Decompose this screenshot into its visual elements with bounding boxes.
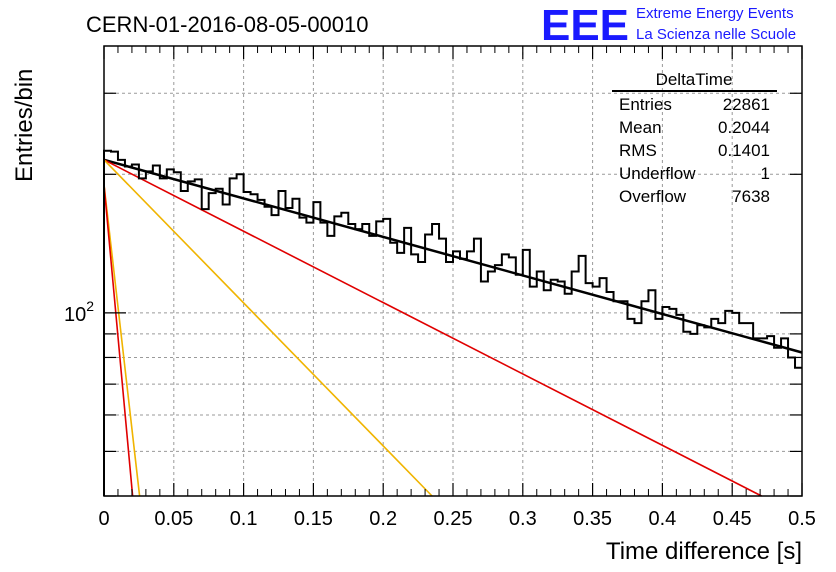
fit-curve-4 [103,184,134,497]
chart-title: CERN-01-2016-08-05-00010 [86,12,369,37]
x-tick-label: 0.25 [434,508,473,530]
x-tick-label: 0.45 [713,508,752,530]
x-tick-label: 0.4 [648,508,676,530]
eee-logo-mark: EEE [541,1,629,50]
x-tick-label: 0.05 [154,508,193,530]
fit-curve-2 [103,159,433,497]
eee-logo-line1: Extreme Energy Events [636,5,794,22]
stats-value-overflow: 7638 [732,187,770,206]
stats-box: DeltaTime Entries 22861 Mean 0.2044 RMS … [612,70,777,206]
stats-label-overflow: Overflow [619,187,687,206]
stats-label-mean: Mean [619,118,662,137]
x-tick-label: 0.15 [294,508,333,530]
histogram-steps [103,149,802,496]
stats-title: DeltaTime [656,70,733,89]
stats-label-entries: Entries [619,95,672,114]
x-tick-label: 0.2 [369,508,397,530]
x-tick-label: 0.5 [788,508,816,530]
eee-logo: EEE Extreme Energy Events La Scienza nel… [541,1,796,50]
y-axis-label: Entries/bin [11,69,38,182]
stats-value-rms: 0.1401 [718,141,770,160]
grid-lines [104,46,802,497]
stats-value-mean: 0.2044 [718,118,770,137]
x-tick-labels: 0 0.05 0.1 0.15 0.2 0.25 0.3 0.35 0.4 0.45 0.5 [98,508,815,530]
x-tick-label: 0.1 [230,508,258,530]
stats-value-underflow: 1 [761,164,770,183]
stats-value-entries: 22861 [723,95,770,114]
y-tick-label: 102 [64,298,94,326]
x-tick-label: 0.3 [509,508,537,530]
stats-label-rms: RMS [619,141,657,160]
stats-label-underflow: Underflow [619,164,696,183]
x-tick-label: 0 [98,508,109,530]
fit-curve-3 [103,184,141,497]
eee-logo-line2: La Scienza nelle Scuole [636,26,796,43]
x-tick-label: 0.35 [573,508,612,530]
axis-ticks [103,46,803,497]
x-axis-label: Time difference [s] [606,538,802,565]
fit-curve-1 [103,159,762,497]
